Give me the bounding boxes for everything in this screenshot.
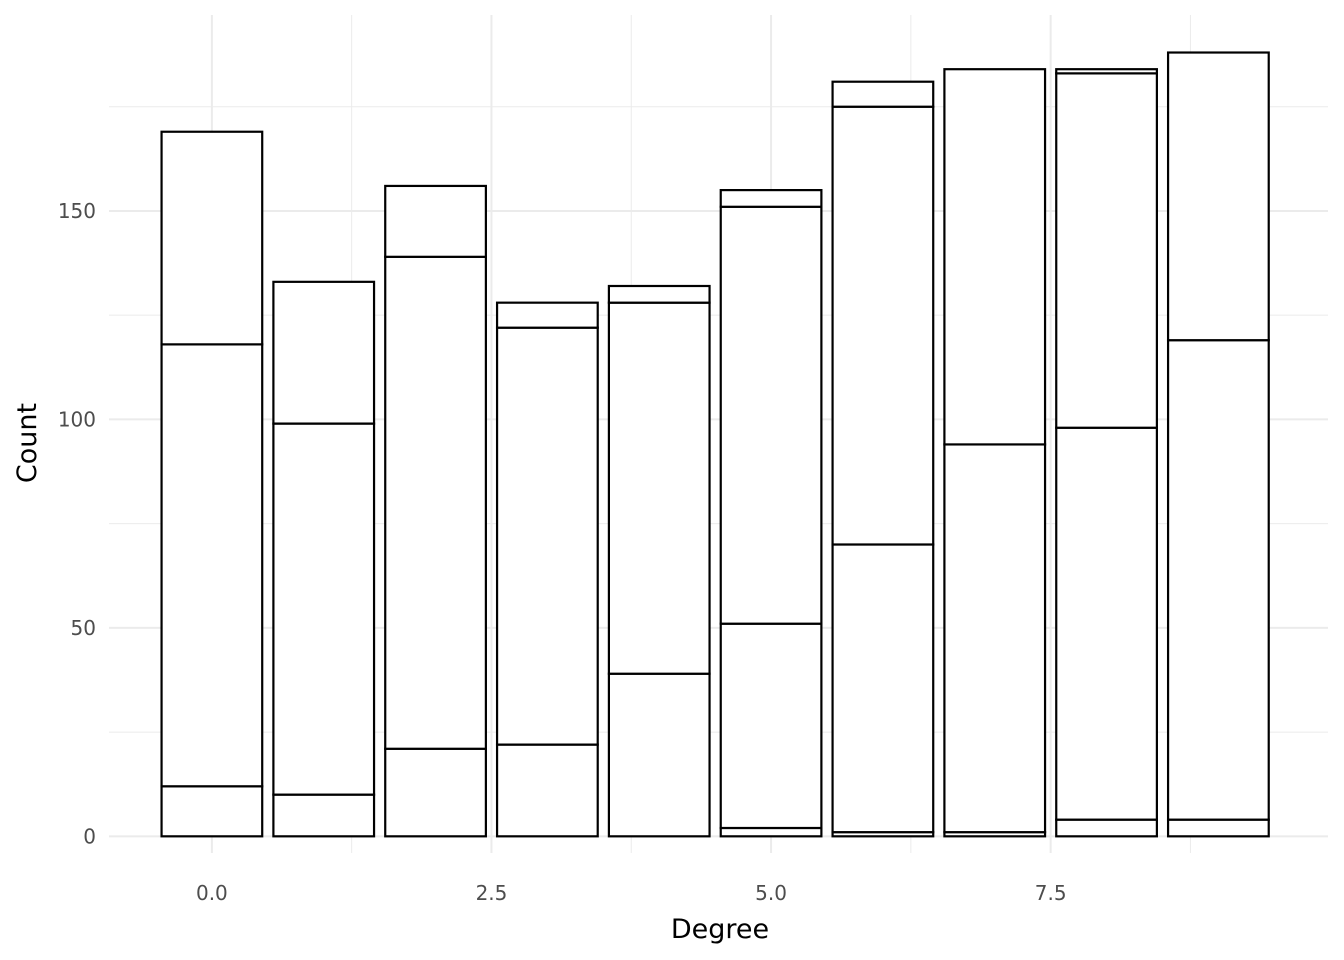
y-tick-label: 0 — [83, 824, 96, 848]
bar-segment-6-2 — [831, 543, 935, 834]
tick-labels: 0.0 2.5 5.0 7.5 0 50 100 150 — [58, 199, 1067, 905]
y-tick-label: 150 — [58, 199, 96, 223]
bar-segment-5-1 — [719, 826, 823, 838]
bar-segment-7-2 — [943, 443, 1047, 834]
bar-segment-5-2 — [719, 622, 823, 830]
bar-segment-6-4 — [831, 80, 935, 108]
bar-segment-8-1 — [1055, 818, 1158, 838]
bar-segment-4-2 — [607, 301, 711, 675]
bar-segment-4-1 — [607, 672, 711, 838]
bar-segment-0-3 — [160, 130, 264, 346]
bar-segment-9-1 — [1166, 818, 1270, 838]
bar-segment-3-2 — [495, 326, 599, 746]
x-axis-title: Degree — [671, 914, 769, 945]
x-tick-label: 0.0 — [196, 881, 228, 905]
bar-segment-8-2 — [1055, 426, 1158, 821]
y-axis-title: Count — [12, 403, 43, 483]
bar-segment-5-3 — [719, 205, 823, 625]
bar-segment-8-3 — [1055, 72, 1158, 429]
bar-segment-2-3 — [384, 184, 487, 258]
y-tick-label: 50 — [71, 616, 96, 640]
x-tick-label: 2.5 — [476, 881, 508, 905]
bar-segment-9-2 — [1166, 339, 1270, 821]
bars — [160, 51, 1270, 838]
bar-segment-4-3 — [607, 284, 711, 304]
bar-segment-2-2 — [384, 255, 487, 750]
bar-segment-3-1 — [495, 743, 599, 838]
x-tick-label: 5.0 — [755, 881, 787, 905]
x-tick-label: 7.5 — [1035, 881, 1067, 905]
bar-segment-3-3 — [495, 301, 599, 329]
bar-segment-5-4 — [719, 189, 823, 208]
bar-segment-8-4 — [1055, 68, 1158, 75]
bar-segment-1-1 — [272, 793, 376, 838]
y-tick-label: 100 — [58, 407, 96, 431]
bar-segment-1-3 — [272, 280, 376, 425]
bar-segment-0-2 — [160, 343, 264, 788]
bar-segment-2-1 — [384, 747, 487, 838]
bar-segment-1-2 — [272, 422, 376, 796]
bar-segment-7-3 — [943, 68, 1047, 446]
bar-segment-0-1 — [160, 785, 264, 838]
bar-segment-9-3 — [1166, 51, 1270, 342]
bar-segment-6-3 — [831, 105, 935, 546]
